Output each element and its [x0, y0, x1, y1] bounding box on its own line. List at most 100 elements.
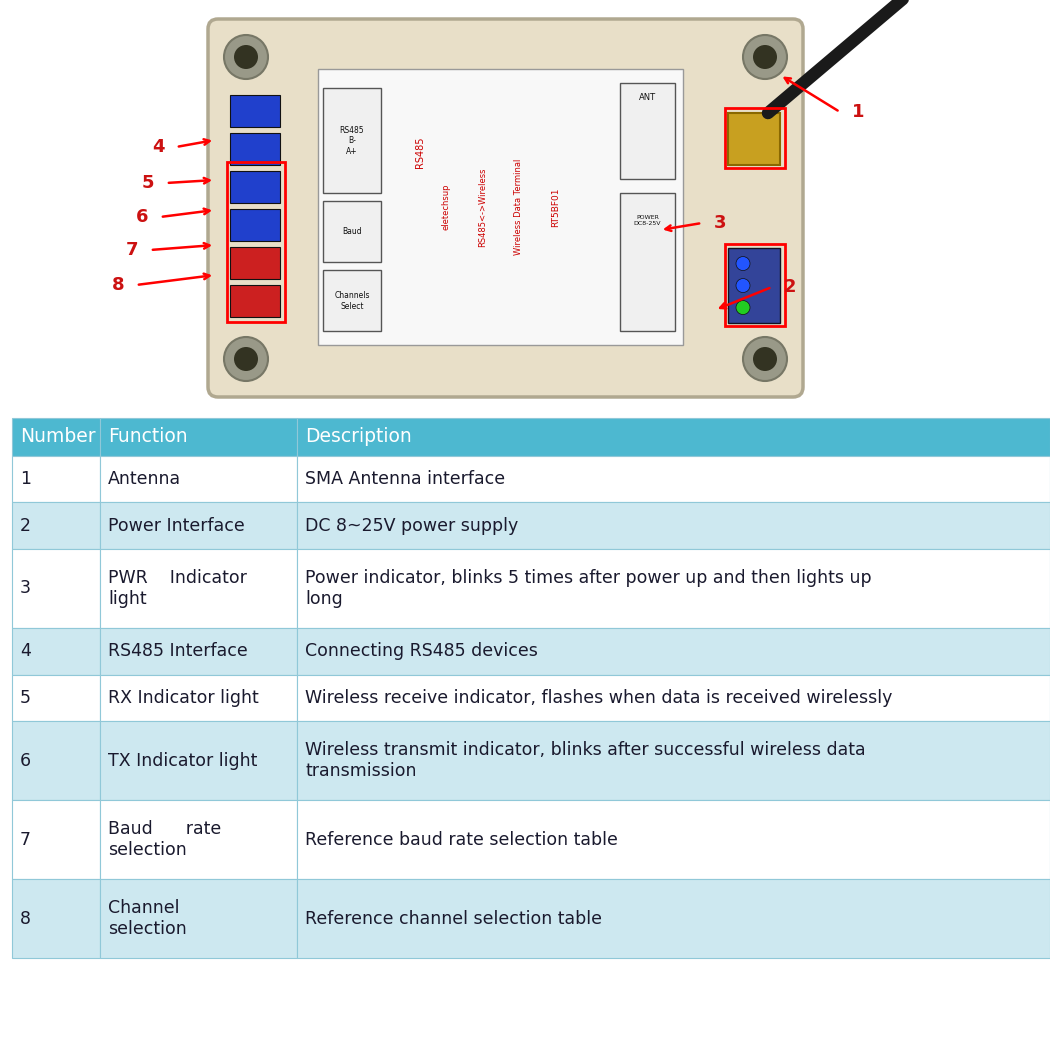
Text: Connecting RS485 devices: Connecting RS485 devices [304, 643, 538, 660]
Bar [297, 418, 1050, 456]
Bar [12, 418, 100, 456]
Text: 3: 3 [20, 580, 32, 597]
Bar [230, 133, 280, 165]
Text: RS485
B-
A+: RS485 B- A+ [340, 126, 364, 155]
Bar [297, 879, 1050, 958]
Text: 3: 3 [714, 214, 727, 232]
Bar [12, 549, 100, 628]
Text: Power indicator, blinks 5 times after power up and then lights up
long: Power indicator, blinks 5 times after po… [304, 569, 872, 608]
Text: Description: Description [304, 427, 412, 446]
Text: Number: Number [20, 427, 96, 446]
Bar [297, 800, 1050, 879]
Text: PWR    Indicator
light: PWR Indicator light [108, 569, 247, 608]
Text: 7: 7 [20, 831, 32, 848]
Bar [100, 549, 297, 628]
Text: 6: 6 [135, 208, 148, 226]
Text: 7: 7 [126, 242, 139, 259]
Text: Antenna: Antenna [108, 470, 181, 488]
Text: 8: 8 [20, 909, 32, 927]
Bar [728, 113, 780, 165]
Text: TX Indicator light: TX Indicator light [108, 752, 257, 770]
Bar [100, 800, 297, 879]
Circle shape [224, 337, 268, 381]
Circle shape [736, 278, 750, 293]
Text: POWER
DC8-25V: POWER DC8-25V [634, 215, 662, 226]
Bar [100, 721, 297, 800]
Circle shape [736, 300, 750, 315]
Text: Power Interface: Power Interface [108, 517, 245, 534]
Text: eletechsup: eletechsup [441, 184, 450, 230]
Bar [230, 285, 280, 317]
FancyBboxPatch shape [318, 69, 682, 345]
Bar [724, 244, 785, 326]
Circle shape [743, 337, 788, 381]
Bar [297, 502, 1050, 549]
Bar [297, 628, 1050, 674]
Text: RS485<->Wireless: RS485<->Wireless [478, 167, 487, 247]
Circle shape [743, 35, 788, 79]
Text: Function: Function [108, 427, 188, 446]
Bar [323, 88, 381, 193]
Bar [12, 628, 100, 674]
Bar [230, 171, 280, 203]
Text: ANT: ANT [639, 92, 656, 102]
Text: Channels
Select: Channels Select [334, 291, 370, 311]
Bar [230, 209, 280, 242]
Bar [297, 674, 1050, 721]
Bar [100, 418, 297, 456]
Bar [297, 456, 1050, 502]
Bar [12, 456, 100, 502]
Text: Wireless receive indicator, flashes when data is received wirelessly: Wireless receive indicator, flashes when… [304, 689, 892, 707]
Text: Baud: Baud [342, 228, 362, 236]
Bar [724, 108, 785, 168]
Bar [230, 247, 280, 279]
Text: 2: 2 [783, 278, 796, 296]
Text: 8: 8 [111, 276, 124, 294]
Text: SMA Antenna interface: SMA Antenna interface [304, 470, 505, 488]
Bar [12, 879, 100, 958]
Text: RS485: RS485 [415, 136, 425, 168]
Text: RX Indicator light: RX Indicator light [108, 689, 258, 707]
Bar [100, 674, 297, 721]
Bar [100, 628, 297, 674]
Text: 6: 6 [20, 752, 32, 770]
Bar [728, 248, 780, 322]
Bar [323, 202, 381, 262]
Text: Wireless Data Terminal: Wireless Data Terminal [514, 159, 523, 255]
Bar [620, 83, 675, 180]
Bar [100, 502, 297, 549]
Bar [297, 721, 1050, 800]
Text: 2: 2 [20, 517, 32, 534]
Circle shape [753, 346, 777, 371]
Text: Reference baud rate selection table: Reference baud rate selection table [304, 831, 617, 848]
FancyBboxPatch shape [208, 19, 803, 397]
Bar [12, 502, 100, 549]
Text: RT5BF01: RT5BF01 [551, 187, 560, 227]
Text: 5: 5 [20, 689, 32, 707]
Text: 1: 1 [20, 470, 32, 488]
Bar [297, 549, 1050, 628]
Circle shape [234, 346, 258, 371]
Bar [100, 879, 297, 958]
Circle shape [224, 35, 268, 79]
Text: Channel
selection: Channel selection [108, 899, 187, 938]
Circle shape [736, 256, 750, 271]
Bar [12, 721, 100, 800]
Text: 4: 4 [20, 643, 30, 660]
Circle shape [753, 45, 777, 69]
Bar [12, 674, 100, 721]
Bar [230, 94, 280, 127]
Bar [227, 162, 285, 322]
Circle shape [234, 45, 258, 69]
Bar [323, 271, 381, 331]
Text: 1: 1 [852, 103, 864, 121]
Text: 5: 5 [142, 174, 154, 192]
Text: DC 8~25V power supply: DC 8~25V power supply [304, 517, 519, 534]
Text: 4: 4 [152, 138, 164, 156]
Text: Reference channel selection table: Reference channel selection table [304, 909, 602, 927]
Bar [100, 456, 297, 502]
Text: RS485 Interface: RS485 Interface [108, 643, 248, 660]
Text: Baud      rate
selection: Baud rate selection [108, 820, 222, 859]
Bar [620, 193, 675, 331]
Bar [12, 800, 100, 879]
